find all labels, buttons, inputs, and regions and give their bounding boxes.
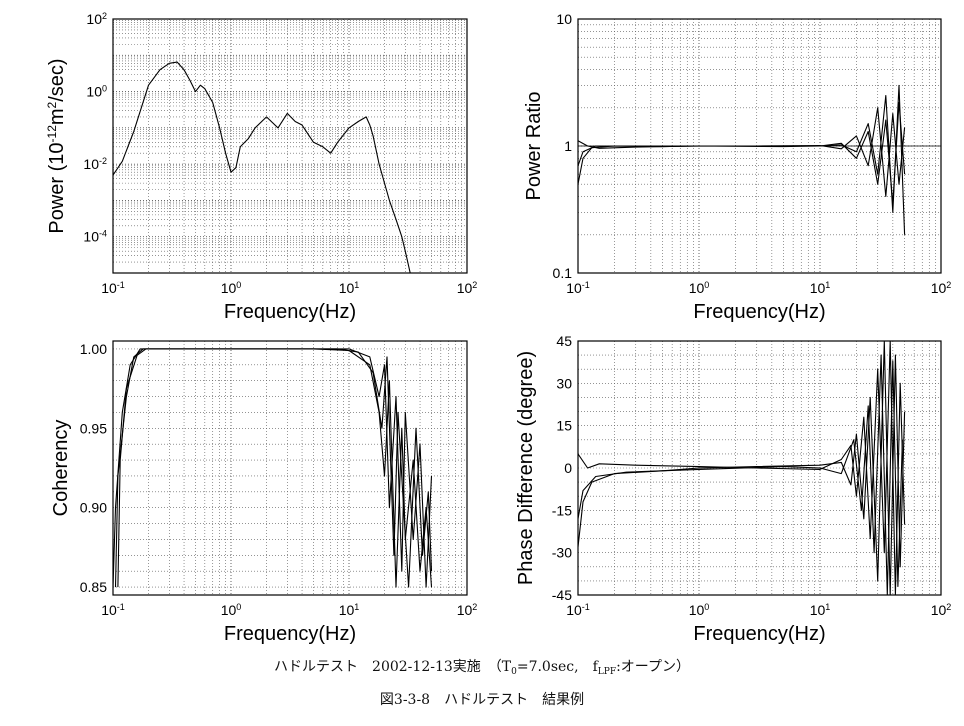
series-group bbox=[113, 348, 433, 588]
y-tick-label: 100 bbox=[86, 84, 107, 100]
x-gridlines bbox=[148, 19, 462, 273]
x-tick-label: 102 bbox=[457, 602, 478, 618]
x-axis-label: Frequency(Hz) bbox=[224, 301, 356, 323]
run-caption-t-sub: 0 bbox=[511, 667, 517, 677]
y-gridlines bbox=[578, 354, 941, 582]
y-tick-label: 10 bbox=[556, 11, 572, 27]
x-tick-label: 10-1 bbox=[101, 280, 125, 296]
y-tick-label: 30 bbox=[556, 375, 572, 391]
x-tick-label: 102 bbox=[931, 280, 952, 296]
x-axis-label: Frequency(Hz) bbox=[224, 623, 356, 645]
x-tick-label: 100 bbox=[221, 602, 242, 618]
y-tick-label: -15 bbox=[552, 502, 572, 518]
y-axis-label: Power (10-12m2/sec) bbox=[45, 58, 68, 233]
y-tick-label: -45 bbox=[552, 587, 572, 603]
y-tick-label: 15 bbox=[556, 418, 572, 434]
y-tick-label: 10-4 bbox=[83, 229, 107, 245]
plot-frame bbox=[112, 340, 468, 596]
x-tick-label: 100 bbox=[689, 280, 710, 296]
panel-phase-difference: 10-1 100 101 102 45 30 15 0 -15 -30 -45 Frequency(H… bbox=[515, 333, 951, 645]
x-tick-label: 100 bbox=[689, 602, 710, 618]
x-axis-label: Frequency(Hz) bbox=[693, 301, 825, 323]
y-tick-label: 0.90 bbox=[80, 500, 107, 516]
x-tick-label: 102 bbox=[457, 280, 478, 296]
y-tick-label: 0.85 bbox=[80, 579, 107, 595]
run-caption: ハドルテスト 2002-12-13実施 （T0=7.0sec, fLPF:オープ… bbox=[0, 656, 964, 677]
x-tick-label: 10-1 bbox=[101, 602, 125, 618]
series-line-1 bbox=[113, 348, 433, 588]
y-tick-label: -30 bbox=[552, 545, 572, 561]
y-tick-label: 0 bbox=[564, 460, 572, 476]
series-line-2 bbox=[578, 107, 906, 198]
x-axis-label: Frequency(Hz) bbox=[693, 623, 825, 645]
plot-frame bbox=[577, 340, 942, 596]
x-tick-label: 101 bbox=[339, 280, 360, 296]
panel-coherency: 10-1 100 101 102 1.00 0.95 0.90 0.85 Frequency(H… bbox=[50, 340, 478, 645]
panel-power-spectrum: 10-1 100 101 102 102 100 10-2 10-4 Frequency(Hz)… bbox=[45, 11, 477, 323]
y-axis-label: Phase Difference (degree) bbox=[515, 351, 537, 585]
run-caption-f-sub: LPF bbox=[597, 667, 617, 677]
series-group bbox=[578, 341, 906, 595]
y-gridlines bbox=[113, 20, 467, 263]
x-gridlines bbox=[148, 341, 462, 595]
x-tick-label: 101 bbox=[810, 602, 831, 618]
x-tick-label: 101 bbox=[339, 602, 360, 618]
y-tick-label: 45 bbox=[556, 333, 572, 349]
x-tick-label: 10-1 bbox=[566, 280, 590, 296]
y-tick-label: 1 bbox=[564, 138, 572, 154]
run-caption-post: :オープン） bbox=[616, 659, 690, 675]
run-caption-mid: =7.0sec, f bbox=[516, 659, 598, 675]
series-line-3 bbox=[578, 354, 903, 595]
y-axis-label: Power Ratio bbox=[523, 92, 545, 201]
y-tick-label: 0.95 bbox=[80, 420, 107, 436]
series-group bbox=[578, 84, 906, 235]
x-tick-label: 101 bbox=[810, 280, 831, 296]
x-tick-label: 10-1 bbox=[566, 602, 590, 618]
y-tick-label: 102 bbox=[86, 11, 107, 27]
y-tick-label: 0.1 bbox=[553, 265, 573, 281]
y-axis-label: Coherency bbox=[50, 420, 72, 517]
x-tick-label: 100 bbox=[221, 280, 242, 296]
series-line-3 bbox=[578, 101, 906, 205]
x-tick-label: 102 bbox=[931, 602, 952, 618]
y-tick-label: 10-2 bbox=[83, 156, 107, 172]
series-line-3 bbox=[117, 348, 433, 588]
figure-caption: 図3-3-8 ハドルテスト 結果例 bbox=[379, 692, 585, 708]
y-tick-label: 1.00 bbox=[80, 341, 107, 357]
series-line-1 bbox=[113, 61, 414, 273]
plot-frame bbox=[577, 18, 942, 274]
plot-frame bbox=[112, 18, 468, 274]
run-caption-pre: ハドルテスト 2002-12-13実施 （T bbox=[274, 659, 512, 675]
series-group bbox=[113, 61, 414, 273]
series-line-2 bbox=[578, 341, 906, 595]
